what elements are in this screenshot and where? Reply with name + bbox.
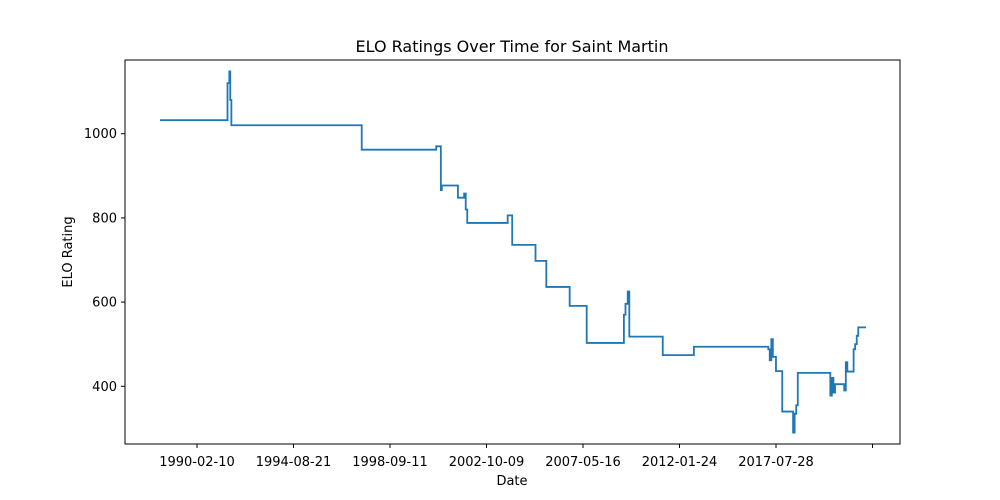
y-tick-label: 800: [92, 211, 117, 226]
y-tick-label: 400: [92, 380, 117, 395]
elo-series-line: [160, 70, 866, 434]
plot-frame: [124, 59, 901, 445]
x-tick-label: 2017-07-28: [738, 455, 814, 470]
x-tick-label: 1990-02-10: [159, 455, 235, 470]
x-tick-label: 1994-08-21: [256, 455, 332, 470]
y-axis-label: ELO Rating: [61, 216, 76, 287]
y-tick-label: 600: [92, 296, 117, 311]
x-tick-label: 1998-09-11: [352, 455, 428, 470]
x-axis: 1990-02-10 1994-08-21 1998-09-11 2002-10-09…: [159, 444, 873, 470]
chart-title: ELO Ratings Over Time for Saint Martin: [356, 37, 669, 56]
plot-area: [160, 70, 866, 434]
y-tick-label: 1000: [84, 127, 117, 142]
x-tick-label: 2012-01-24: [642, 455, 718, 470]
x-tick-label: 2002-10-09: [449, 455, 525, 470]
y-axis: 400 600 800 1000: [84, 127, 125, 395]
x-axis-label: Date: [496, 474, 527, 489]
x-tick-label: 2007-05-16: [545, 455, 621, 470]
